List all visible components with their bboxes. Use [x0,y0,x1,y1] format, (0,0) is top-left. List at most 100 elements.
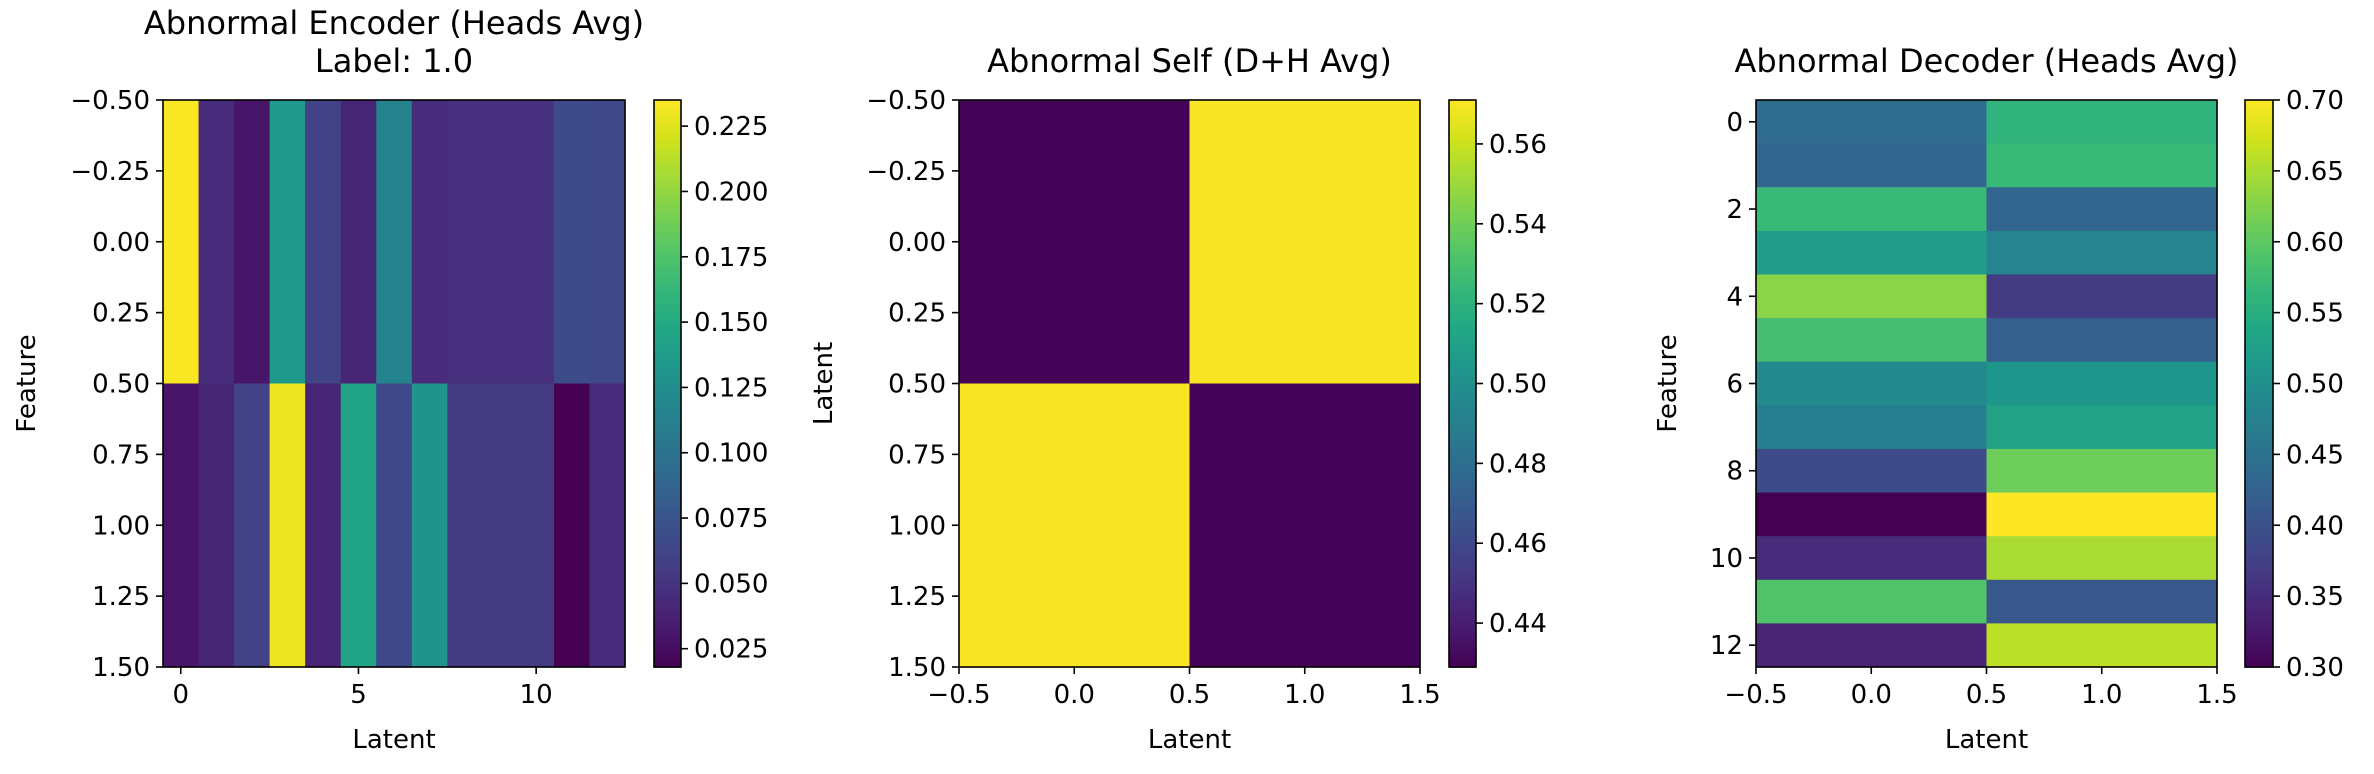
colorbar-segment [2245,260,2273,267]
colorbar-segment [1449,492,1476,498]
colorbar-segment [2245,572,2273,579]
colorbar-tick-label: 0.200 [694,177,768,207]
y-tick-label: 12 [1710,631,1743,661]
colorbar-segment [1449,577,1476,583]
colorbar-segment [1449,648,1476,654]
x-tick-label: 1.5 [1399,680,1440,710]
colorbar-segment [654,175,681,182]
colorbar-segment [2245,544,2273,550]
colorbar-segment [654,199,681,205]
colorbar-segment [2245,610,2273,616]
colorbar-segment [1449,581,1476,588]
colorbar-segment [1449,118,1476,125]
colorbar-segment [654,114,681,120]
colorbar-segment [2245,340,2273,347]
colorbar-segment [1449,558,1476,564]
colorbar-segment [1449,615,1476,621]
colorbar-tick-label: 0.225 [694,112,768,142]
colorbar-segment [2245,402,2273,408]
colorbar-segment [654,156,681,163]
y-tick-label: −0.25 [866,157,946,187]
colorbar-segment [654,563,681,569]
heatmap-cell-r0-c12 [589,100,626,385]
colorbar-segment [654,468,681,475]
y-tick-label: 0 [1726,108,1743,138]
colorbar-segment [2245,265,2273,271]
colorbar-segment [1449,501,1476,508]
colorbar-segment [1449,317,1476,323]
colorbar-segment [1449,137,1476,144]
colorbar-tick-label: 0.56 [1489,130,1547,160]
colorbar-segment [654,388,681,394]
colorbar-segment [1449,534,1476,541]
colorbar-segment [1449,605,1476,612]
colorbar-segment [1449,619,1476,626]
colorbar-segment [2245,331,2273,338]
colorbar-segment [1449,222,1476,229]
heatmap-cell-r0-c1 [1189,100,1421,385]
colorbar-segment [1449,444,1476,451]
colorbar-segment [654,265,681,271]
colorbar-segment [1449,411,1476,418]
colorbar-segment [654,619,681,626]
colorbar-segment [2245,416,2273,423]
colorbar-segment [1449,610,1476,616]
colorbar-segment [654,572,681,579]
colorbar-segment [2245,255,2273,262]
colorbar-segment [1449,643,1476,649]
heatmap-cell-r0-c1 [198,100,235,385]
heatmap-panel-3: −0.5 0.0 0.5 1.0 1.5 0 2 4 6 8 10 12 Latent Feature Ab… [1653,42,2344,755]
heatmap-cell-r0-c11 [553,100,591,385]
colorbar-segment [1449,430,1476,437]
colorbar-segment [2245,374,2273,380]
colorbar-segment [1449,255,1476,262]
colorbar-segment [1449,161,1476,167]
colorbar-segment [654,331,681,338]
colorbar-segment [1449,180,1476,186]
colorbar-segment [654,506,681,512]
colorbar-tick-label: 0.48 [1489,449,1547,479]
colorbar-segment [2245,180,2273,186]
colorbar-segment [654,260,681,267]
colorbar-segment [654,416,681,423]
colorbar-segment [2245,203,2273,210]
colorbar-segment [654,638,681,645]
colorbar-segment [2245,444,2273,451]
colorbar-segment [1449,397,1476,404]
y-tick-label: 1.50 [92,653,150,683]
heatmap-cell-r12-c0 [1756,623,1988,668]
y-tick-label: 1.50 [888,653,946,683]
colorbar-segment [654,473,681,479]
colorbar-segment [1449,633,1476,640]
y-tick-label: 2 [1726,195,1743,225]
heatmap-panel-1: 0 5 10 −0.50 −0.25 0.00 0.25 0.50 0.75 1.00 1.25 1.… [12,4,768,755]
colorbar-segment [2245,279,2273,286]
y-axis-label: Latent [809,342,839,425]
colorbar-segment [2245,605,2273,612]
colorbar-segment [2245,648,2273,654]
colorbar-segment [2245,591,2273,597]
colorbar-segment [1449,421,1476,427]
colorbar-segment [654,289,681,295]
heatmap-cell-r1-c0 [959,383,1191,668]
colorbar-segment [1449,355,1476,361]
colorbar-segment [1449,392,1476,399]
colorbar-segment [1449,293,1476,300]
colorbar-segment [1449,586,1476,593]
colorbar-segment [1449,454,1476,460]
colorbar-segment [654,222,681,229]
colorbar-segment [654,194,681,201]
colorbar-segment [2245,520,2273,527]
x-tick-label: 10 [520,680,553,710]
colorbar-segment [1449,100,1476,106]
colorbar-segment [1449,336,1476,342]
colorbar-segment [2245,473,2273,479]
colorbar-segment [2245,189,2273,196]
colorbar-segment [2245,482,2273,489]
colorbar-segment [1449,515,1476,522]
colorbar-segment [2245,336,2273,342]
colorbar-segment [2245,114,2273,120]
colorbar-segment [654,185,681,191]
colorbar-segment [1449,109,1476,115]
colorbar-segment [2245,289,2273,295]
